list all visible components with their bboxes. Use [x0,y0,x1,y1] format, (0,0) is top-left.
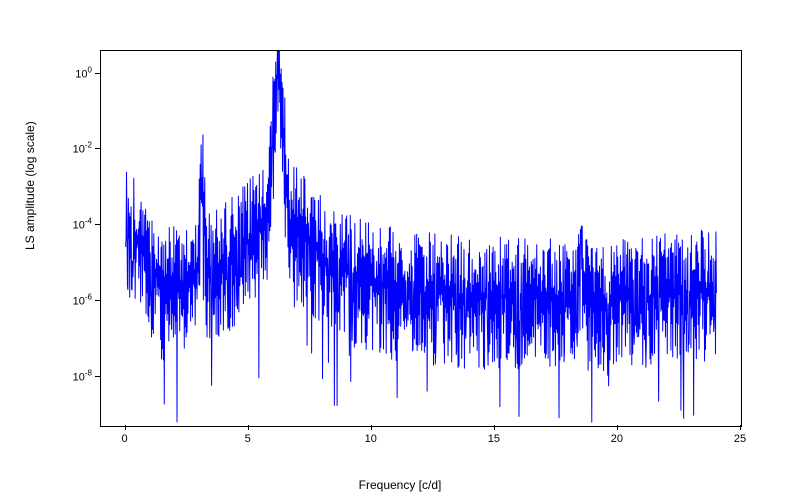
x-tick-label: 5 [245,433,251,445]
y-tick-label: 100 [50,65,92,80]
y-tick-label: 10-6 [50,293,92,308]
y-tick-mark [95,148,100,149]
y-tick-mark [95,300,100,301]
y-tick-label: 10-2 [50,141,92,156]
y-tick-label: 10-4 [50,217,92,232]
plot-area [100,50,742,427]
y-tick-mark [95,73,100,74]
x-tick-mark [125,425,126,430]
x-tick-mark [248,425,249,430]
x-tick-mark [740,425,741,430]
x-tick-label: 15 [488,433,500,445]
y-tick-mark [95,224,100,225]
x-tick-mark [617,425,618,430]
x-tick-label: 10 [365,433,377,445]
x-tick-label: 0 [122,433,128,445]
x-tick-label: 20 [611,433,623,445]
x-axis-label: Frequency [c/d] [359,478,442,492]
x-tick-label: 25 [734,433,746,445]
y-tick-mark [95,376,100,377]
y-axis-label: LS amplitude (log scale) [23,121,37,250]
periodogram-chart: 0510152025 10-810-610-410-2100 [100,50,740,425]
spectrum-line [101,51,741,426]
x-tick-mark [494,425,495,430]
y-tick-label: 10-8 [50,368,92,383]
x-tick-mark [371,425,372,430]
